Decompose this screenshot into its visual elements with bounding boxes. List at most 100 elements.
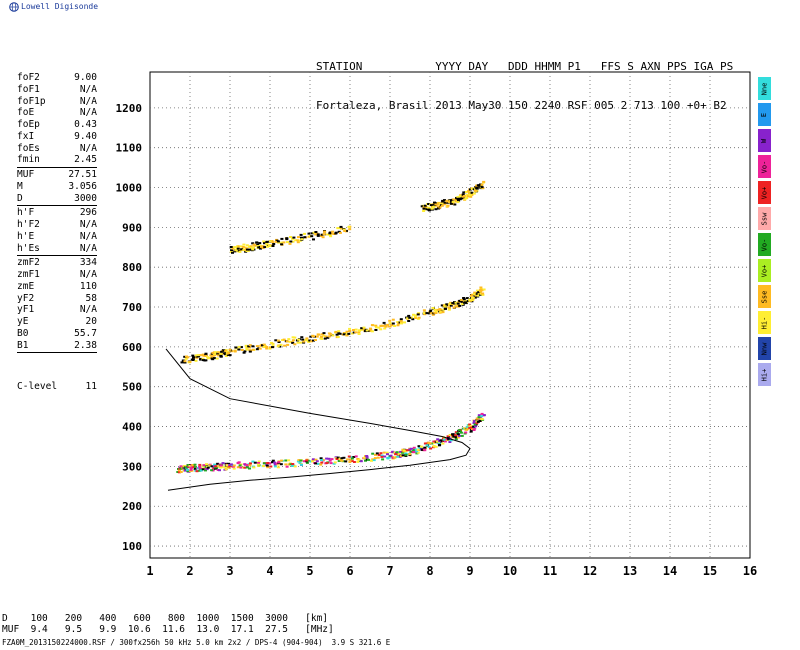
echo-mark [229, 463, 233, 466]
echo-mark [281, 339, 284, 341]
echo-mark [468, 298, 472, 301]
echo-mark [473, 291, 477, 294]
echo-mark [359, 460, 363, 463]
echo-mark [325, 462, 329, 464]
echo-mark [465, 197, 469, 200]
echo-mark [451, 302, 455, 305]
echo-mark [253, 244, 257, 247]
echo-mark [299, 341, 302, 344]
c-level: C-level 11 [17, 381, 97, 392]
echo-mark [480, 412, 484, 415]
echo-mark [372, 459, 376, 462]
echo-mark [218, 469, 221, 472]
echo-mark [326, 336, 330, 339]
echo-mark [466, 427, 470, 430]
echo-mark [261, 245, 265, 248]
echo-mark [468, 426, 472, 429]
echo-mark [438, 443, 442, 446]
echo-mark [311, 458, 315, 461]
echo-mark [406, 317, 410, 320]
x-tick-label: 13 [623, 564, 637, 578]
legend-swatch-5: Ssw [758, 207, 771, 230]
y-tick-label: 600 [122, 341, 142, 354]
echo-mark [316, 462, 320, 465]
echo-mark [287, 463, 291, 466]
echo-mark [232, 464, 236, 467]
echo-mark [188, 464, 192, 467]
echo-mark [212, 354, 216, 357]
echo-mark [316, 333, 320, 336]
echo-mark [193, 468, 197, 470]
echo-mark [458, 300, 462, 303]
echo-mark [443, 437, 447, 440]
echo-mark [461, 193, 465, 196]
param-separator [17, 205, 97, 207]
param-value: 2.38 [74, 339, 97, 351]
echo-mark [414, 448, 418, 451]
echo-mark [312, 238, 315, 241]
echo-mark [271, 461, 274, 464]
echo-mark [452, 198, 456, 201]
echo-mark [479, 292, 483, 295]
param-label: foF2 [17, 72, 40, 83]
echo-mark [352, 456, 356, 458]
echo-mark [293, 336, 297, 339]
echo-mark [224, 350, 228, 352]
echo-mark [234, 346, 238, 349]
echo-mark [246, 248, 249, 251]
echo-mark [300, 238, 304, 241]
echo-mark [448, 307, 451, 310]
x-tick-label: 11 [543, 564, 557, 578]
echo-mark [247, 345, 251, 348]
echo-mark [202, 354, 206, 357]
echo-mark [329, 462, 333, 465]
echo-mark [349, 458, 353, 461]
param-label: zmF1 [17, 269, 40, 280]
echo-mark [436, 308, 440, 311]
echo-mark [271, 343, 275, 346]
echo-mark [400, 454, 403, 457]
echo-mark [255, 241, 259, 244]
echo-mark [436, 438, 440, 441]
echo-mark [412, 448, 416, 451]
echo-mark [321, 333, 324, 336]
echo-mark [385, 451, 389, 454]
echo-mark [284, 459, 288, 462]
echo-mark [416, 313, 420, 316]
echo-mark [433, 202, 437, 205]
echo-mark [348, 330, 352, 332]
echo-mark [319, 457, 323, 460]
param-label: B1 [17, 339, 29, 351]
echo-mark [204, 469, 207, 472]
echo-mark [475, 293, 479, 296]
echo-mark [265, 464, 269, 467]
echo-mark [255, 345, 259, 348]
param-row-fmin: fmin 2.45 [17, 154, 97, 166]
echo-mark [446, 435, 450, 438]
echo-mark [441, 311, 445, 314]
c-level-value: 11 [85, 381, 97, 392]
param-value: N/A [79, 219, 97, 230]
echo-mark [258, 242, 262, 245]
echo-mark [340, 459, 344, 462]
y-tick-label: 1200 [116, 102, 143, 115]
param-row-foes: foEs N/A [17, 143, 97, 155]
echo-mark [431, 307, 435, 309]
echo-mark [286, 241, 289, 244]
echo-mark [430, 442, 434, 445]
echo-mark [286, 343, 290, 346]
echo-mark [202, 464, 206, 467]
echo-mark [460, 299, 464, 301]
echo-mark [390, 324, 394, 327]
station-header: STATION YYYY DAY DDD HHMM P1 FFS S AXN P… [316, 34, 733, 125]
echo-mark [412, 313, 415, 316]
echo-mark [223, 353, 227, 356]
echo-mark [417, 316, 421, 319]
echo-mark [302, 460, 306, 463]
echo-mark [179, 471, 183, 473]
echo-mark [439, 308, 442, 311]
param-label: foE [17, 107, 35, 119]
echo-mark [427, 446, 431, 449]
echo-mark [345, 330, 349, 333]
echo-mark [296, 341, 300, 344]
